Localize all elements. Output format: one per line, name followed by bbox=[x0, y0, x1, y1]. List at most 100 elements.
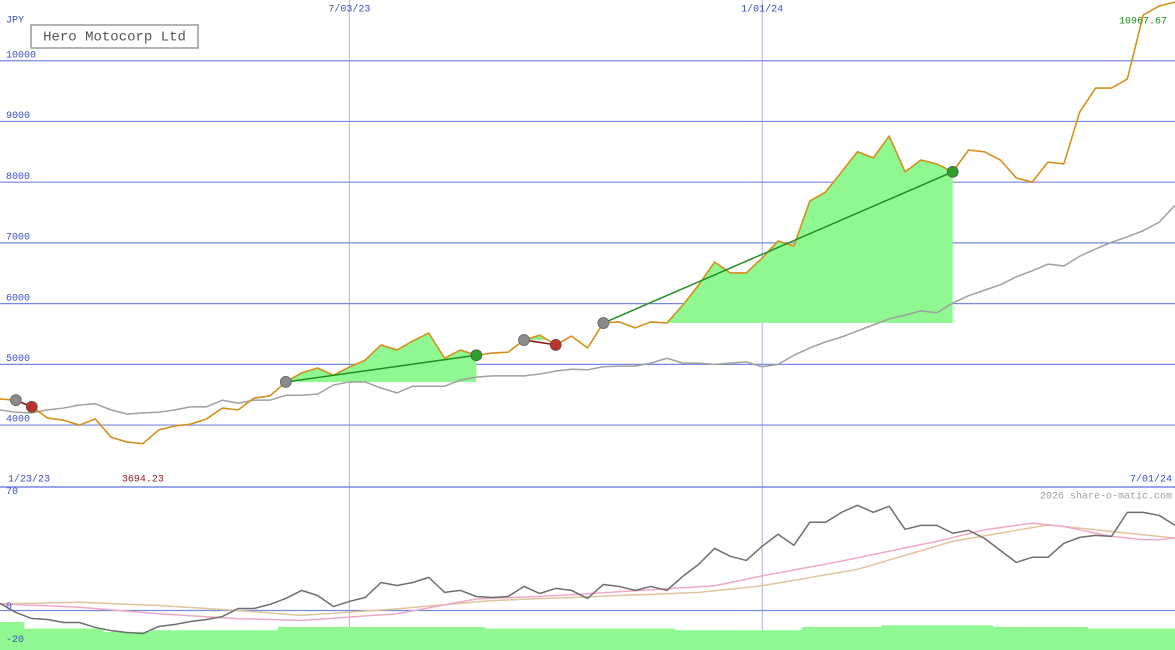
y-tick-label: 70 bbox=[6, 487, 18, 498]
indicator-bar bbox=[71, 628, 88, 650]
indicator-bar bbox=[1151, 628, 1168, 650]
trade-line bbox=[285, 354, 477, 383]
indicator-bar bbox=[706, 630, 723, 650]
indicator-bar bbox=[516, 628, 533, 650]
indicator-bar bbox=[134, 631, 152, 650]
trade-exit bbox=[470, 349, 483, 362]
indicator-bar bbox=[897, 625, 914, 650]
indicator-bar bbox=[1167, 628, 1175, 650]
indicator-bar bbox=[770, 630, 787, 650]
trade-exit bbox=[946, 165, 959, 178]
y-tick-label: 8000 bbox=[6, 172, 30, 183]
indicator-bar bbox=[976, 625, 993, 650]
indicator-bar bbox=[436, 626, 454, 650]
indicator-bar bbox=[87, 628, 104, 650]
indicator-bar bbox=[389, 626, 406, 650]
indicator-bar bbox=[357, 626, 374, 650]
indicator-bar bbox=[1055, 626, 1073, 650]
indicator-line bbox=[0, 504, 1175, 635]
indicator-bar bbox=[643, 628, 660, 650]
x-tick-label: 1/01/24 bbox=[741, 4, 783, 16]
y-tick-label: 7000 bbox=[6, 233, 30, 244]
indicator-bar bbox=[23, 628, 41, 650]
indicator-bar bbox=[579, 628, 596, 650]
indicator-bar bbox=[1024, 626, 1041, 650]
y-tick-label: 6000 bbox=[6, 293, 30, 304]
indicator-bar bbox=[1119, 628, 1136, 650]
indicator-bar bbox=[690, 630, 708, 650]
indicator-bar bbox=[992, 626, 1009, 650]
indicator-bar bbox=[1071, 626, 1089, 650]
indicator-bar bbox=[849, 626, 866, 650]
trade-exit bbox=[549, 339, 562, 351]
trade-entry bbox=[518, 334, 530, 346]
indicator-bar bbox=[404, 626, 422, 650]
indicator-line bbox=[0, 524, 1175, 617]
indicator-bar bbox=[722, 630, 739, 650]
indicator-bar bbox=[293, 626, 311, 650]
indicator-bar bbox=[531, 628, 549, 650]
trade-fill bbox=[285, 333, 477, 382]
labels: Hero Motocorp Ltd JPY 1/23/23 7/01/24 20… bbox=[6, 4, 1172, 646]
indicator-bar bbox=[595, 628, 612, 650]
indicator-bar bbox=[1040, 626, 1057, 650]
indicator-bar bbox=[468, 626, 485, 650]
indicator-bar bbox=[944, 625, 962, 650]
indicator-bar bbox=[214, 630, 231, 650]
low-label: 3694.23 bbox=[122, 475, 164, 486]
y-tick-label: 5000 bbox=[6, 354, 30, 365]
indicator-bar bbox=[150, 630, 168, 650]
indicator-bar bbox=[182, 630, 199, 650]
indicator-bar bbox=[373, 626, 390, 650]
y-tick-label: 0 bbox=[6, 602, 12, 613]
x-end-label: 7/01/24 bbox=[1130, 474, 1172, 486]
indicator-bar bbox=[500, 628, 517, 650]
indicator-bar bbox=[261, 630, 279, 650]
y-tick-label: 10000 bbox=[6, 50, 36, 61]
indicator-bar bbox=[1103, 628, 1120, 650]
indicator-bar bbox=[452, 626, 469, 650]
average-line bbox=[0, 204, 1175, 415]
indicator-bar bbox=[658, 628, 676, 650]
indicator-bar bbox=[801, 626, 819, 650]
indicator-bar bbox=[865, 626, 882, 650]
indicator-bar bbox=[0, 622, 9, 650]
last-label: 10967.67 bbox=[1119, 17, 1167, 28]
y-tick-label: -20 bbox=[6, 635, 24, 646]
indicator-bar bbox=[785, 630, 803, 650]
indicator-bar bbox=[674, 630, 692, 650]
indicator-bar bbox=[484, 628, 501, 650]
indicator-bar bbox=[754, 630, 771, 650]
indicator-bar bbox=[309, 626, 327, 650]
indicator-bar bbox=[738, 630, 755, 650]
indicator-bar bbox=[325, 626, 342, 650]
indicator-bar bbox=[817, 626, 835, 650]
indicator-bar bbox=[103, 631, 120, 650]
indicator-bar bbox=[7, 622, 25, 650]
y-tick-label: 4000 bbox=[6, 415, 30, 426]
indicator-bar bbox=[39, 628, 57, 650]
indicator-bar bbox=[833, 626, 850, 650]
indicator-bar bbox=[563, 628, 581, 650]
indicator-bar bbox=[881, 625, 898, 650]
unit-label: JPY bbox=[6, 16, 24, 27]
indicator-bar bbox=[1135, 628, 1152, 650]
indicator-line bbox=[0, 522, 1175, 622]
x-tick-label: 7/03/23 bbox=[328, 4, 370, 16]
x-start-label: 1/23/23 bbox=[8, 474, 50, 486]
indicator-bar bbox=[1087, 628, 1105, 650]
indicator-bar bbox=[928, 625, 946, 650]
title-box bbox=[30, 24, 199, 49]
indicator-bar bbox=[1008, 626, 1025, 650]
indicator-bar bbox=[611, 628, 628, 650]
y-tick-label: 9000 bbox=[6, 111, 30, 122]
indicator-bar bbox=[277, 626, 295, 650]
trade-entry bbox=[279, 376, 292, 388]
trade-exit bbox=[25, 400, 38, 413]
indicator-bar bbox=[198, 630, 215, 650]
